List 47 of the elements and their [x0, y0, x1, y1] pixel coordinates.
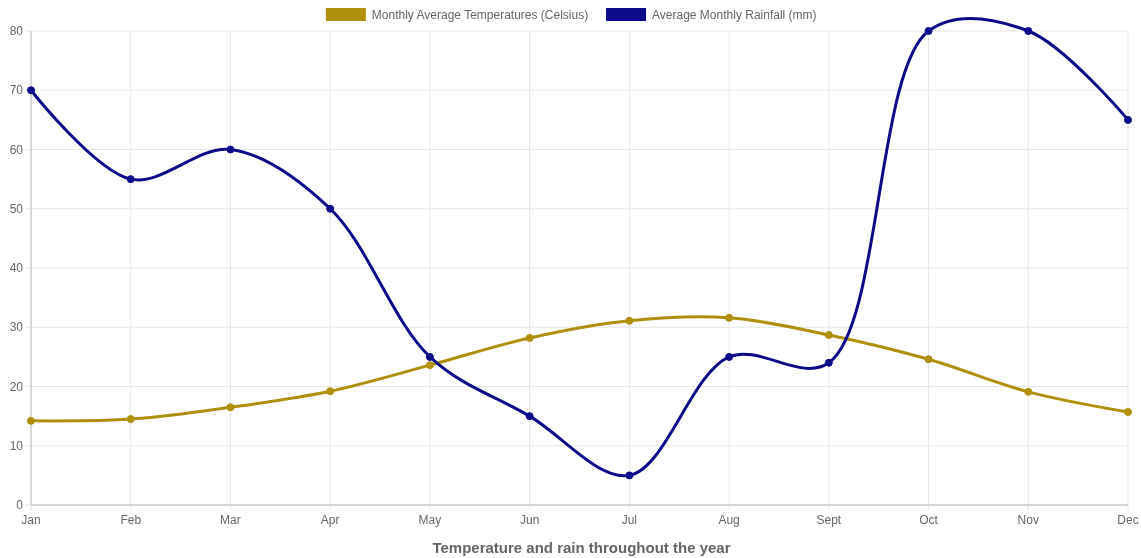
point	[1124, 407, 1132, 416]
x-tick-label: Dec	[1117, 513, 1139, 527]
point	[824, 358, 833, 367]
x-tick-label: Mar	[220, 513, 241, 527]
x-tick-label: Jun	[519, 513, 540, 527]
y-tick-label: 80	[9, 24, 24, 39]
x-tick-label: Jan	[21, 513, 41, 527]
legend-label: Average Monthly Rainfall (mm)	[652, 8, 817, 23]
y-tick-label: 50	[9, 201, 24, 216]
y-tick-label: 40	[9, 261, 24, 276]
y-tick-label: 60	[9, 142, 24, 157]
point	[525, 412, 534, 421]
x-tick-label: Aug	[718, 513, 740, 527]
point	[924, 27, 933, 35]
point	[425, 361, 434, 370]
x-tick-label: Jul	[621, 513, 638, 527]
legend-label: Monthly Average Temperatures (Celsius)	[371, 8, 589, 23]
point	[625, 471, 634, 480]
x-tick-label: Apr	[320, 513, 340, 527]
x-tick-label: Nov	[1017, 513, 1039, 527]
y-tick-label: 20	[9, 379, 24, 394]
y-tick-label: 30	[9, 320, 24, 335]
point	[27, 416, 35, 425]
point	[625, 316, 634, 325]
point	[326, 387, 335, 396]
x-tick-label: Oct	[919, 513, 939, 527]
point	[725, 352, 734, 361]
x-tick-label: May	[418, 513, 442, 527]
point	[326, 204, 335, 213]
point	[126, 415, 135, 424]
point	[1124, 115, 1132, 124]
point	[824, 330, 833, 339]
y-tick-label: 70	[9, 83, 24, 98]
point	[226, 145, 235, 154]
point	[126, 175, 135, 184]
point	[924, 355, 933, 364]
point	[725, 313, 734, 322]
point	[425, 352, 434, 361]
point	[525, 333, 534, 342]
x-tick-label: Sept	[816, 513, 842, 527]
y-tick-label: 0	[16, 498, 24, 513]
point	[226, 403, 235, 412]
y-tick-label: 10	[9, 438, 24, 453]
point	[1024, 387, 1033, 396]
point	[1024, 27, 1033, 35]
text: Temperature and rain throughout the year	[432, 539, 731, 556]
x-tick-label: Feb	[120, 513, 142, 527]
